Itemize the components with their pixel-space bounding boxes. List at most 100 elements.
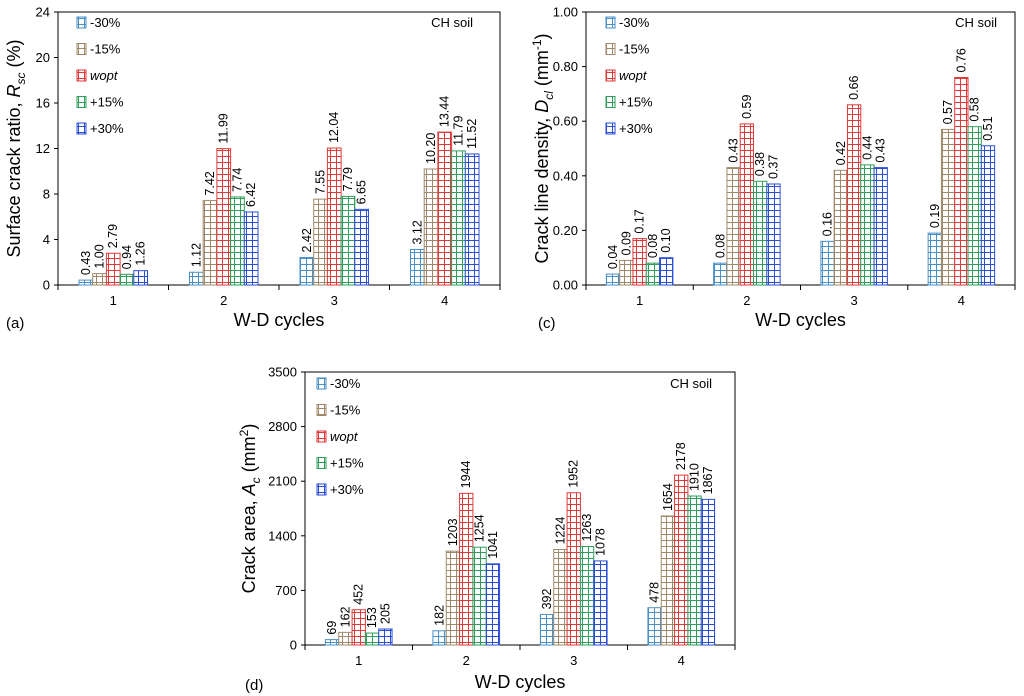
bar xyxy=(593,560,608,646)
data-label: 0.59 xyxy=(740,95,754,119)
data-label: 10.20 xyxy=(424,133,438,164)
bar xyxy=(459,492,474,646)
data-label: 0.04 xyxy=(606,245,620,269)
data-label: 7.74 xyxy=(230,168,244,192)
x-axis-label: W-D cycles xyxy=(234,310,325,330)
y-tick-label: 0.80 xyxy=(553,59,578,74)
legend-label: wopt xyxy=(90,68,119,83)
y-tick-label: 0.40 xyxy=(553,168,578,183)
legend-label: -30% xyxy=(90,15,121,30)
bar xyxy=(472,546,487,646)
data-label: 7.55 xyxy=(314,170,328,194)
data-label: 0.94 xyxy=(120,245,134,269)
y-tick-label: 2800 xyxy=(268,419,297,434)
data-label: 0.42 xyxy=(834,141,848,165)
data-label: 0.38 xyxy=(753,152,767,176)
bar xyxy=(464,153,480,286)
y-tick-label: 3500 xyxy=(268,365,297,380)
data-label: 11.79 xyxy=(451,115,465,145)
x-tick-label: 2 xyxy=(220,293,227,308)
x-tick-label: 3 xyxy=(331,293,338,308)
bar xyxy=(230,196,245,286)
data-label: 11.99 xyxy=(217,113,231,143)
y-tick-label: 20 xyxy=(36,50,50,65)
data-label: 1952 xyxy=(567,460,581,488)
data-label: 0.51 xyxy=(981,116,995,140)
legend-label: -30% xyxy=(330,376,361,391)
data-label: 0.08 xyxy=(713,234,727,258)
data-label: 1041 xyxy=(486,531,500,559)
y-axis-label: Surface crack ratio, Rsc (%) xyxy=(4,39,28,257)
data-label: 205 xyxy=(378,603,392,624)
data-label: 7.79 xyxy=(341,167,355,191)
x-axis-label: W-D cycles xyxy=(755,310,846,330)
legend-swatch xyxy=(605,43,616,55)
legend-swatch xyxy=(605,122,616,135)
panel-label: (d) xyxy=(245,677,263,694)
bar xyxy=(553,549,568,646)
data-label: 1.00 xyxy=(93,244,107,268)
data-label: 0.10 xyxy=(659,228,673,252)
bar xyxy=(313,198,328,286)
x-tick-label: 4 xyxy=(441,293,448,308)
x-tick-label: 2 xyxy=(743,293,750,308)
y-tick-label: 0.20 xyxy=(553,223,578,238)
legend-label: wopt xyxy=(330,429,359,444)
data-label: 13.44 xyxy=(438,96,452,127)
x-tick-label: 3 xyxy=(570,653,577,668)
data-label: 182 xyxy=(433,605,447,626)
bar xyxy=(92,273,107,286)
bar xyxy=(833,169,848,286)
data-label: 0.58 xyxy=(968,97,982,121)
bar xyxy=(105,252,121,286)
bar xyxy=(119,273,135,286)
bar xyxy=(340,195,356,286)
bar xyxy=(299,256,315,286)
bar xyxy=(846,104,862,286)
bar xyxy=(927,232,942,286)
x-tick-label: 1 xyxy=(355,653,362,668)
data-label: 6.42 xyxy=(244,183,258,207)
bar xyxy=(451,150,466,286)
legend-swatch xyxy=(605,16,616,29)
data-label: 162 xyxy=(338,606,352,627)
y-tick-label: 0.00 xyxy=(553,278,578,293)
data-label: 6.65 xyxy=(355,180,369,204)
data-label: 1263 xyxy=(580,514,594,542)
data-label: 0.43 xyxy=(874,138,888,162)
data-label: 0.08 xyxy=(646,234,660,258)
y-tick-label: 8 xyxy=(43,187,50,202)
bar xyxy=(409,249,425,286)
data-label: 0.76 xyxy=(954,48,968,72)
bar xyxy=(485,563,501,646)
legend-label: -30% xyxy=(619,15,650,30)
bar xyxy=(873,167,888,286)
data-label: 0.57 xyxy=(941,100,955,124)
bar xyxy=(432,630,447,646)
legend-label: +30% xyxy=(619,121,653,136)
x-axis-label: W-D cycles xyxy=(475,672,566,692)
data-label: 153 xyxy=(365,607,379,628)
bar xyxy=(700,498,716,646)
x-tick-label: 1 xyxy=(636,293,643,308)
data-label: 12.04 xyxy=(327,112,341,143)
chart-annotation: CH soil xyxy=(670,376,712,391)
legend-label: -15% xyxy=(619,42,650,57)
chart-panel-3: 0 700 1400 2100 2800 3500 1 2 3 4 69 182 392 478 162 12… xyxy=(237,365,736,694)
chart-panel-2: 0.00 0.20 0.40 0.60 0.80 1.00 1 2 3 4 0.04 0.08 0.16… xyxy=(530,5,1016,332)
bar xyxy=(713,262,728,286)
bar xyxy=(351,609,366,646)
bar xyxy=(660,515,676,646)
data-label: 478 xyxy=(648,582,662,603)
legend-swatch xyxy=(76,122,87,135)
data-label: 0.37 xyxy=(766,155,780,179)
bar xyxy=(687,495,702,646)
legend-label: +15% xyxy=(90,95,124,110)
y-tick-label: 0 xyxy=(290,638,297,653)
data-label: 0.44 xyxy=(860,136,874,160)
bar xyxy=(423,168,439,286)
data-label: 1224 xyxy=(553,517,567,545)
legend-label: +15% xyxy=(619,95,653,110)
y-tick-label: 1400 xyxy=(268,528,297,543)
